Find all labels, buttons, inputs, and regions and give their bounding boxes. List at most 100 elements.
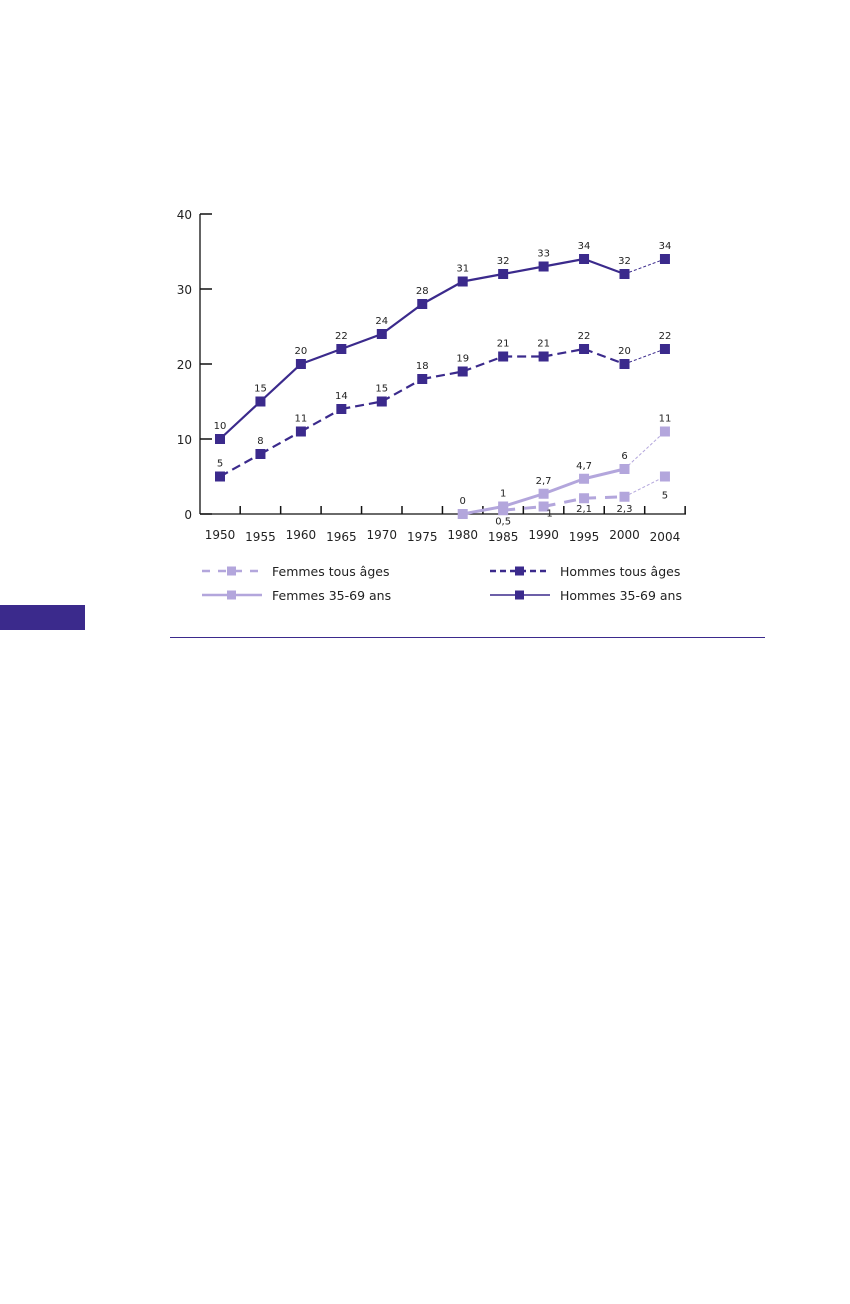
data-label: 5 xyxy=(662,491,668,502)
data-label: 20 xyxy=(618,346,631,357)
legend-marker xyxy=(515,566,524,576)
data-label: 24 xyxy=(375,316,388,327)
y-tick-label: 40 xyxy=(177,208,192,222)
x-tick-label: 1980 xyxy=(447,528,478,542)
series-segment xyxy=(341,400,383,411)
data-label: 15 xyxy=(375,384,388,395)
data-label: 28 xyxy=(416,286,429,297)
data-label: 11 xyxy=(295,414,308,425)
x-tick-label: 1955 xyxy=(245,530,276,544)
series-segment xyxy=(300,347,342,366)
data-point xyxy=(295,359,306,369)
series-segment xyxy=(583,467,625,481)
data-point xyxy=(538,488,549,499)
data-point xyxy=(538,351,549,362)
data-label: 14 xyxy=(335,391,348,402)
data-label: 1 xyxy=(546,509,552,520)
data-point xyxy=(579,254,590,264)
x-tick-label: 2004 xyxy=(650,530,681,544)
data-point xyxy=(215,434,225,444)
data-label: 1 xyxy=(500,489,506,500)
data-label: 11 xyxy=(659,414,672,425)
y-tick-label: 20 xyxy=(177,358,192,372)
side-tab-marker xyxy=(0,605,85,630)
data-point xyxy=(215,471,225,482)
data-point xyxy=(255,396,266,407)
data-point xyxy=(417,299,428,309)
data-label: 21 xyxy=(537,339,550,350)
series-segment xyxy=(300,408,342,433)
series-segment xyxy=(543,477,585,496)
data-label: 2,3 xyxy=(617,504,633,515)
data-point xyxy=(336,404,347,414)
data-label: 22 xyxy=(335,331,348,342)
data-label: 2,7 xyxy=(536,476,552,487)
data-point xyxy=(619,464,630,474)
legend-label: Hommes 35-69 ans xyxy=(560,588,682,603)
series-segment xyxy=(583,257,625,276)
series-segment xyxy=(624,258,666,275)
series-segment xyxy=(624,348,666,365)
y-tick-label: 0 xyxy=(184,508,192,522)
data-label: 0 xyxy=(460,496,466,507)
x-tick-label: 1950 xyxy=(205,528,236,542)
x-tick-label: 1960 xyxy=(286,528,317,542)
series-segment xyxy=(219,453,261,478)
x-tick-label: 1975 xyxy=(407,530,438,544)
legend-marker xyxy=(515,590,524,600)
x-tick-label: 1990 xyxy=(528,528,559,542)
x-tick-label: 1985 xyxy=(488,530,519,544)
data-label: 22 xyxy=(578,331,591,342)
data-label: 0,5 xyxy=(495,516,511,527)
y-tick-label: 10 xyxy=(177,433,192,447)
x-tick-label: 1970 xyxy=(367,528,398,542)
data-point xyxy=(619,491,630,502)
data-label: 22 xyxy=(659,331,672,342)
data-point xyxy=(255,449,266,459)
data-point xyxy=(498,269,509,279)
data-label: 21 xyxy=(497,339,510,350)
series-segment xyxy=(624,476,666,498)
series-segment xyxy=(502,265,544,276)
data-label: 20 xyxy=(295,346,308,357)
data-label: 8 xyxy=(257,436,263,447)
series-segment xyxy=(583,347,625,366)
data-label: 31 xyxy=(456,264,469,275)
data-point xyxy=(659,344,670,354)
data-point xyxy=(498,505,509,516)
data-point xyxy=(538,261,549,272)
data-label: 34 xyxy=(578,241,591,252)
data-point xyxy=(336,344,347,354)
data-label: 19 xyxy=(456,354,469,365)
series-segment xyxy=(381,303,423,335)
data-point xyxy=(579,473,590,484)
data-label: 5 xyxy=(217,459,223,470)
data-point xyxy=(538,501,549,512)
data-label: 4,7 xyxy=(576,461,592,472)
data-label: 15 xyxy=(254,384,267,395)
series-segment xyxy=(340,332,383,351)
data-point xyxy=(295,426,306,437)
series-segment xyxy=(543,347,585,358)
data-label: 6 xyxy=(621,451,627,462)
data-label: 32 xyxy=(497,256,510,267)
data-label: 18 xyxy=(416,361,429,372)
series-segment xyxy=(421,280,464,305)
data-point xyxy=(457,366,468,377)
series-segment xyxy=(259,363,302,403)
legend-label: Femmes 35-69 ans xyxy=(272,588,391,603)
legend-label: Hommes tous âges xyxy=(560,564,680,579)
x-tick-label: 1995 xyxy=(569,530,600,544)
data-label: 32 xyxy=(618,256,631,267)
data-point xyxy=(417,374,428,384)
data-point xyxy=(457,276,468,287)
bottom-rule xyxy=(170,637,765,638)
data-point xyxy=(376,329,387,339)
legend-marker xyxy=(227,566,236,576)
legend-marker xyxy=(227,590,236,600)
series-segment xyxy=(543,496,585,508)
series-segment xyxy=(624,431,666,470)
data-point xyxy=(659,254,670,264)
series-segment xyxy=(462,355,504,373)
